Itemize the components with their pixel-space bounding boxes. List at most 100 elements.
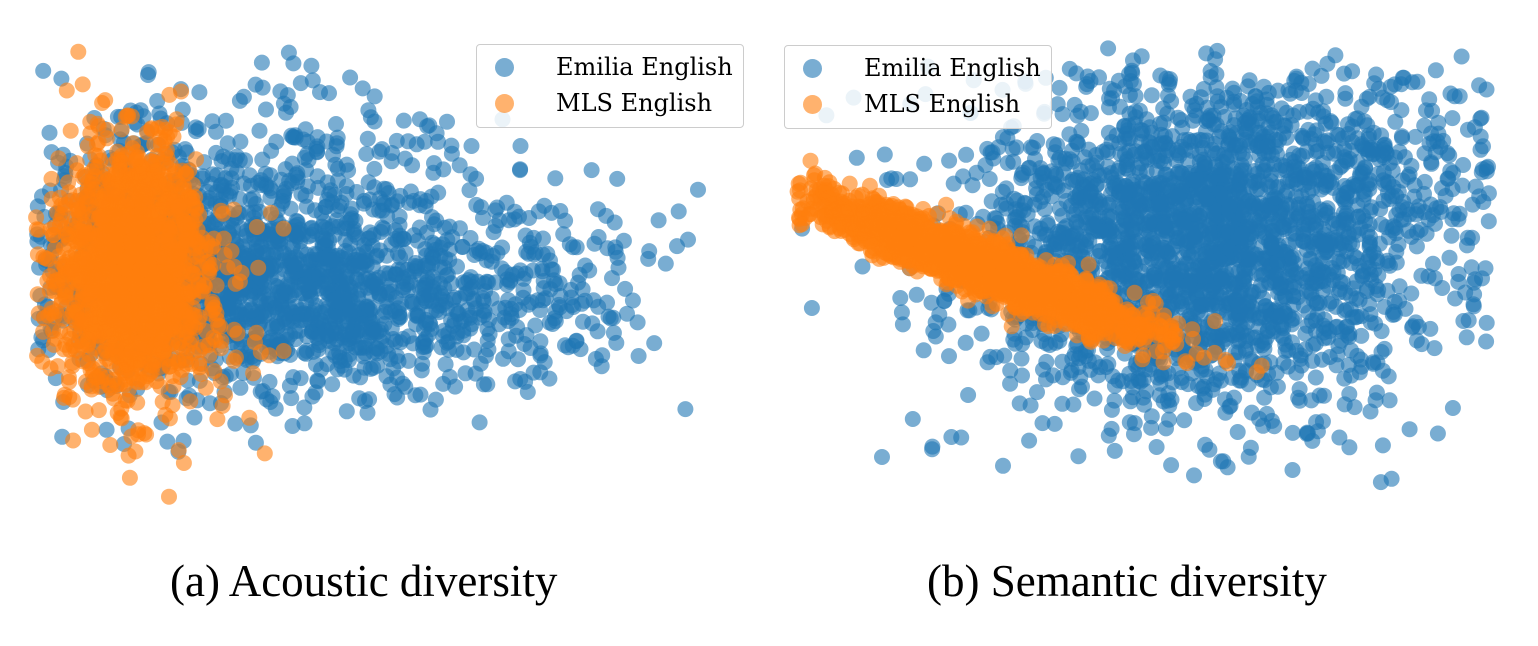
- scatter-point: [422, 316, 439, 333]
- scatter-point: [481, 326, 498, 342]
- scatter-point: [1256, 389, 1273, 406]
- scatter-point: [336, 361, 353, 378]
- scatter-point: [339, 275, 356, 292]
- scatter-point: [536, 197, 553, 214]
- scatter-point: [357, 337, 374, 354]
- scatter-point: [282, 200, 299, 217]
- scatter-point: [279, 87, 296, 104]
- scatter-point: [113, 121, 130, 138]
- scatter-point: [108, 197, 125, 214]
- scatter-point: [285, 55, 302, 72]
- scatter-point: [172, 179, 189, 196]
- scatter-point: [241, 409, 258, 426]
- scatter-point: [435, 375, 452, 392]
- scatter-point: [604, 270, 620, 287]
- scatter-point: [646, 335, 663, 352]
- scatter-point: [143, 121, 160, 138]
- scatter-point: [137, 352, 154, 369]
- scatter-point: [71, 222, 88, 239]
- scatter-point: [590, 201, 606, 218]
- scatter-point: [1307, 369, 1324, 386]
- scatter-point: [395, 112, 412, 129]
- scatter-point: [1303, 392, 1320, 409]
- scatter-point: [206, 363, 223, 379]
- scatter-point: [241, 167, 258, 184]
- scatter-point: [1401, 421, 1418, 438]
- scatter-point: [577, 257, 594, 274]
- scatter-point: [247, 76, 264, 93]
- legend-marker-emilia: [495, 57, 514, 77]
- scatter-point: [97, 92, 114, 109]
- scatter-point: [107, 165, 124, 182]
- scatter-point: [219, 259, 236, 276]
- scatter-point: [161, 410, 178, 427]
- scatter-point: [383, 320, 400, 337]
- scatter-point: [68, 155, 85, 172]
- scatter-point: [163, 253, 180, 270]
- scatter-point: [186, 240, 203, 257]
- scatter-point: [251, 122, 268, 139]
- scatter-point: [291, 322, 308, 339]
- scatter-point: [629, 314, 646, 331]
- scatter-point: [108, 300, 125, 317]
- scatter-point: [389, 369, 406, 386]
- scatter-point: [121, 249, 138, 266]
- scatter-point: [641, 243, 658, 260]
- scatter-point: [494, 239, 511, 256]
- scatter-point: [471, 414, 488, 431]
- scatter-point: [262, 332, 279, 349]
- scatter-point: [317, 198, 334, 215]
- scatter-point: [28, 209, 45, 226]
- scatter-point: [1422, 320, 1439, 337]
- scatter-point: [447, 378, 464, 395]
- scatter-point: [437, 250, 454, 266]
- scatter-point: [81, 311, 98, 328]
- scatter-point: [215, 205, 231, 222]
- scatter-point: [30, 305, 47, 322]
- scatter-point: [607, 243, 624, 260]
- scatter-point: [57, 284, 73, 301]
- scatter-point: [680, 231, 696, 248]
- scatter-point: [160, 350, 177, 367]
- scatter-point: [135, 206, 152, 223]
- scatter-point: [197, 379, 214, 396]
- legend-entry-emilia: Emilia English: [495, 49, 733, 85]
- scatter-point: [1397, 300, 1414, 317]
- scatter-point: [212, 318, 229, 335]
- scatter-point: [359, 404, 376, 421]
- scatter-point: [150, 206, 167, 223]
- scatter-point: [237, 152, 254, 169]
- scatter-point: [300, 152, 317, 169]
- scatter-point: [366, 88, 383, 105]
- scatter-point: [519, 384, 536, 400]
- scatter-point: [111, 284, 128, 301]
- scatter-point: [351, 253, 368, 270]
- scatter-point: [191, 84, 208, 101]
- scatter-point: [1046, 415, 1063, 432]
- scatter-point: [1121, 414, 1138, 431]
- scatter-point: [200, 253, 217, 270]
- scatter-point: [45, 322, 62, 339]
- scatter-point: [1070, 448, 1087, 465]
- scatter-point: [139, 368, 156, 384]
- scatter-point: [153, 136, 169, 153]
- scatter-point: [521, 210, 538, 226]
- scatter-point: [657, 255, 674, 272]
- scatter-point: [1330, 338, 1347, 354]
- scatter-point: [337, 322, 354, 339]
- scatter-point: [430, 184, 447, 201]
- scatter-point: [324, 376, 341, 393]
- scatter-point: [258, 101, 274, 118]
- scatter-point: [508, 327, 525, 344]
- scatter-point: [463, 138, 480, 154]
- scatter-point: [65, 252, 82, 269]
- scatter-point: [167, 218, 184, 235]
- scatter-point: [1413, 336, 1430, 353]
- scatter-point: [572, 341, 589, 358]
- scatter-point: [1331, 429, 1348, 446]
- scatter-point: [586, 235, 603, 252]
- scatter-point: [487, 202, 504, 219]
- legend-acoustic: Emilia English MLS English: [476, 44, 744, 128]
- scatter-point: [173, 83, 190, 100]
- series-mls-english: [28, 43, 292, 505]
